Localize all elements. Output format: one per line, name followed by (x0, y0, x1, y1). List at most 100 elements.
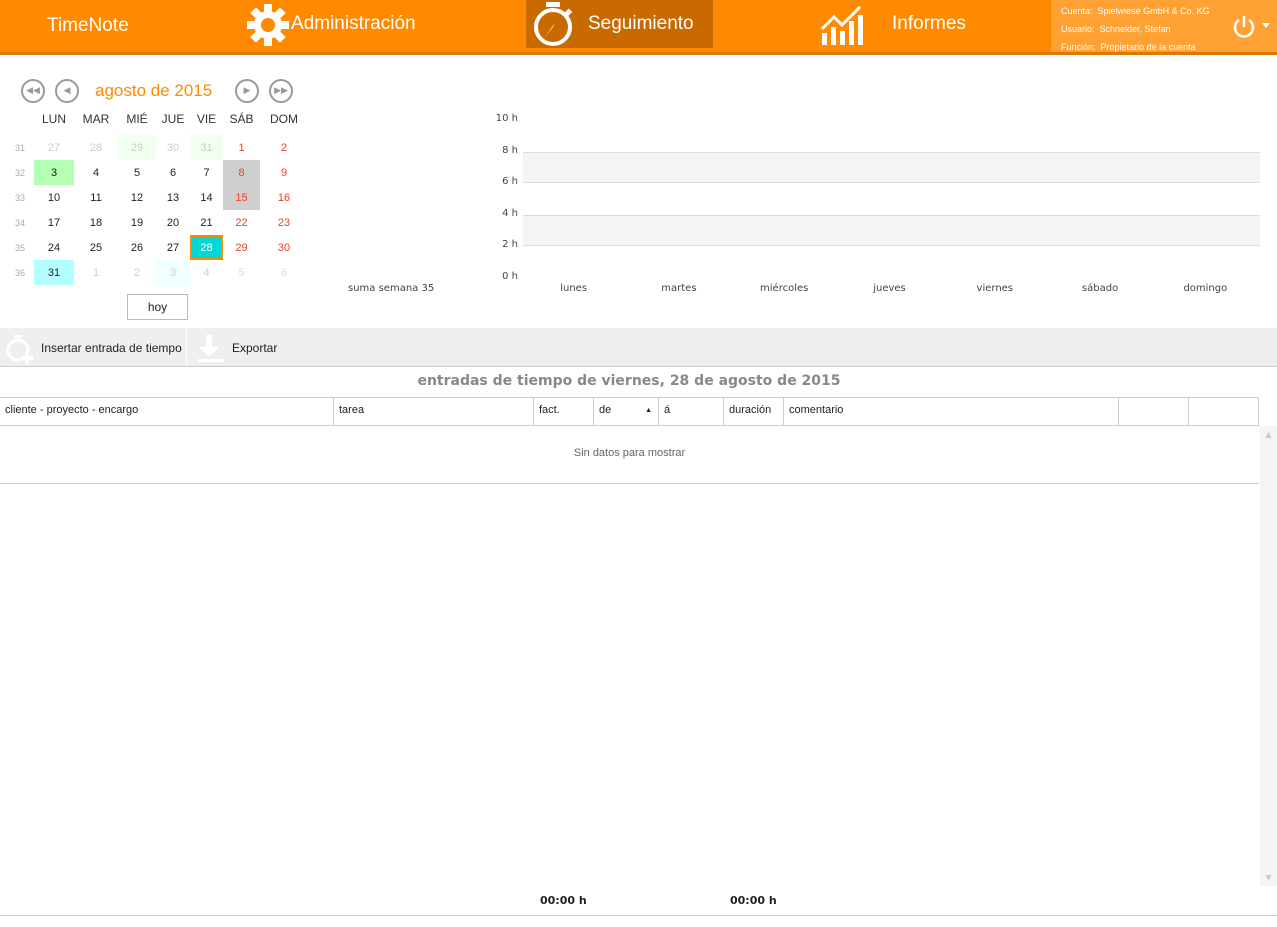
role-label: Función: (1061, 42, 1096, 52)
week-number: 36 (14, 267, 25, 278)
weekday-header: MIÉ (126, 112, 148, 126)
nav-seguimiento-label: Seguimiento (588, 13, 694, 34)
col-tarea[interactable]: tarea (334, 398, 534, 425)
col-action-2 (1189, 398, 1259, 425)
calendar-day[interactable]: 17 (47, 216, 61, 229)
y-tick-label: 6 h (502, 176, 518, 188)
calendar-day[interactable]: 27 (166, 241, 180, 254)
calendar-day[interactable]: 15 (223, 185, 260, 210)
x-tick-label: martes (661, 283, 697, 294)
y-tick-label: 4 h (502, 207, 518, 219)
col-de[interactable]: de ▲ (594, 398, 659, 425)
calendar-day[interactable]: 13 (166, 191, 180, 204)
x-tick-label: sábado (1081, 283, 1119, 294)
calendar-day[interactable]: 14 (200, 191, 213, 204)
calendar-day[interactable]: 7 (203, 166, 210, 179)
calendar-day[interactable]: 28 (190, 235, 223, 260)
calendar-day[interactable]: 29 (118, 135, 156, 160)
col-a[interactable]: á (659, 398, 724, 425)
weekday-header: JUE (161, 112, 185, 126)
col-cliente[interactable]: cliente - proyecto - encargo (0, 398, 334, 425)
calendar-day[interactable]: 28 (89, 141, 103, 154)
calendar-day[interactable]: 12 (130, 191, 144, 204)
x-tick-label: viernes (976, 283, 1014, 294)
calendar-day[interactable]: 20 (166, 216, 180, 229)
calendar-day[interactable]: 11 (90, 191, 102, 204)
nav-administracion[interactable]: Administración (291, 13, 416, 34)
export-label: Exportar (232, 341, 278, 355)
col-comentario[interactable]: comentario (784, 398, 1119, 425)
calendar-day[interactable]: 4 (203, 266, 210, 279)
calendar-day[interactable]: 3 (156, 260, 190, 285)
calendar-day[interactable]: 6 (169, 166, 177, 179)
week-number: 32 (14, 167, 25, 178)
calendar-day[interactable]: 3 (34, 160, 74, 185)
col-action-1 (1119, 398, 1189, 425)
weekday-header: LUN (41, 112, 66, 126)
empty-message: Sin datos para mostrar (573, 447, 686, 459)
scrollbar[interactable]: ▲ ▼ (1260, 426, 1277, 886)
calendar-day[interactable]: 10 (47, 191, 61, 204)
calendar-day[interactable]: 31 (34, 260, 74, 285)
calendar-day[interactable]: 2 (133, 266, 141, 279)
insert-entry-button[interactable]: Insertar entrada de tiempo (0, 328, 187, 366)
calendar-day[interactable]: 24 (47, 241, 61, 254)
calendar-day[interactable]: 19 (130, 216, 144, 229)
calendar-day[interactable]: 18 (89, 216, 103, 229)
week-number: 34 (14, 217, 25, 228)
calendar-day[interactable]: 25 (89, 241, 103, 254)
today-button[interactable]: hoy (127, 294, 188, 320)
calendar-day[interactable]: 23 (277, 216, 291, 229)
x-tick-label: domingo (1183, 283, 1228, 294)
next-month-button[interactable]: ▶ (235, 79, 259, 103)
calendar-day[interactable]: 5 (133, 166, 141, 179)
calendar-day[interactable]: 8 (223, 160, 260, 185)
calendar-month: agosto de 2015 (95, 81, 213, 100)
calendar-day[interactable]: 26 (130, 241, 144, 254)
calendar-day[interactable]: 1 (92, 266, 100, 279)
calendar-day[interactable]: 27 (47, 141, 61, 154)
y-tick-label: 10 h (495, 113, 518, 124)
col-de-label: de (599, 404, 612, 416)
calendar-day[interactable]: 6 (280, 266, 288, 279)
calendar-day[interactable]: 16 (277, 191, 291, 204)
x-tick-label: miércoles (760, 283, 809, 294)
calendar-day[interactable]: 9 (280, 166, 288, 179)
toolbar: Insertar entrada de tiempo Exportar (0, 328, 1277, 367)
calendar-day[interactable]: 5 (238, 266, 245, 279)
grid-band (523, 214, 1260, 247)
role-value: Propietario de la cuenta (1100, 42, 1196, 52)
week-number: 35 (14, 242, 25, 253)
nav-seguimiento[interactable]: Seguimiento (526, 0, 713, 48)
prev-month-button[interactable]: ◀ (55, 79, 79, 103)
user-label: Usuario: (1061, 24, 1095, 34)
gear-icon[interactable] (245, 2, 291, 48)
calendar-day[interactable]: 31 (190, 135, 223, 160)
col-duracion[interactable]: duración (724, 398, 784, 425)
x-tick-label: lunes (560, 283, 588, 294)
export-button[interactable]: Exportar (188, 328, 288, 366)
col-fact[interactable]: fact. (534, 398, 594, 425)
power-icon[interactable] (1233, 15, 1273, 39)
next-year-button[interactable]: ▶▶ (269, 79, 293, 103)
y-tick-label: 8 h (502, 144, 518, 156)
insert-entry-label: Insertar entrada de tiempo (41, 341, 182, 355)
calendar-day[interactable]: 2 (280, 141, 288, 154)
week-number: 31 (14, 142, 25, 153)
grid-band (523, 151, 1260, 184)
calendar-day[interactable]: 1 (238, 141, 245, 154)
prev-year-button[interactable]: ◀◀ (21, 79, 45, 103)
nav-informes[interactable]: Informes (892, 13, 966, 34)
calendar-day[interactable]: 22 (235, 216, 248, 229)
x-tick-label: jueves (873, 283, 906, 294)
calendar-day[interactable]: 30 (277, 241, 291, 254)
y-tick-label: 0 h (502, 271, 518, 282)
weekday-header: DOM (270, 112, 298, 126)
top-bar: TimeNote Administración Seguimiento Info… (0, 0, 1277, 55)
calendar-day[interactable]: 30 (166, 141, 180, 154)
calendar-day[interactable]: 29 (235, 241, 248, 254)
calendar-day[interactable]: 4 (92, 166, 100, 179)
calendar-day[interactable]: 21 (200, 216, 213, 229)
y-tick-label: 2 h (502, 239, 518, 251)
chart-icon[interactable] (820, 3, 866, 47)
